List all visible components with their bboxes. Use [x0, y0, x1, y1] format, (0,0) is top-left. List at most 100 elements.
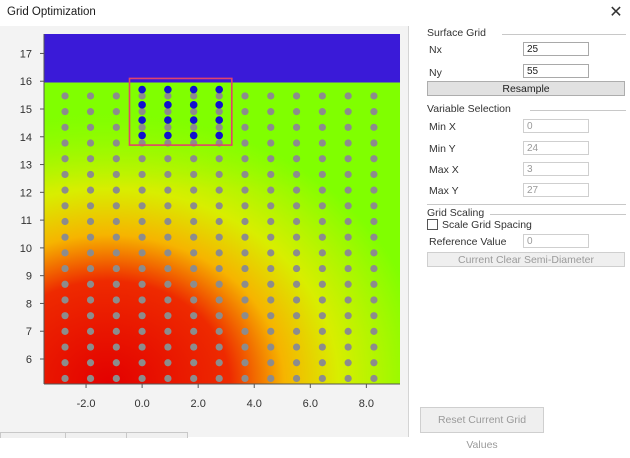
resample-button[interactable]: Resample [427, 81, 625, 96]
grid-point[interactable] [292, 249, 301, 257]
grid-point[interactable] [344, 139, 352, 147]
grid-point[interactable] [86, 202, 95, 210]
grid-point[interactable] [267, 155, 275, 163]
grid-point[interactable] [61, 327, 69, 335]
grid-point[interactable] [112, 359, 120, 367]
grid-point[interactable] [86, 280, 95, 288]
grid-point[interactable] [267, 249, 275, 257]
grid-point[interactable] [241, 343, 249, 351]
grid-point[interactable] [164, 280, 172, 288]
grid-point[interactable] [86, 155, 95, 163]
grid-point[interactable] [292, 186, 301, 194]
grid-point[interactable] [138, 202, 146, 210]
grid-point[interactable] [344, 374, 352, 383]
grid-point[interactable] [318, 296, 326, 304]
grid-point[interactable] [164, 108, 172, 116]
grid-point[interactable] [215, 155, 223, 163]
grid-point[interactable] [61, 186, 69, 194]
selected-grid-point[interactable] [138, 101, 146, 109]
grid-point[interactable] [190, 296, 198, 304]
grid-point[interactable] [292, 217, 301, 226]
grid-point[interactable] [86, 343, 95, 351]
grid-point[interactable] [164, 327, 172, 335]
grid-point[interactable] [344, 92, 352, 100]
grid-point[interactable] [190, 108, 198, 116]
grid-point[interactable] [86, 264, 95, 273]
grid-point[interactable] [215, 264, 223, 273]
grid-point[interactable] [370, 327, 378, 335]
grid-point[interactable] [138, 233, 146, 241]
grid-point[interactable] [292, 280, 301, 288]
grid-point[interactable] [112, 296, 120, 304]
grid-point[interactable] [190, 202, 198, 210]
selected-grid-point[interactable] [164, 131, 172, 140]
grid-point[interactable] [241, 264, 249, 273]
grid-point[interactable] [164, 249, 172, 257]
grid-point[interactable] [267, 202, 275, 210]
bottom-tab[interactable] [65, 432, 127, 438]
grid-point[interactable] [112, 108, 120, 116]
grid-point[interactable] [215, 217, 223, 226]
grid-point[interactable] [267, 359, 275, 367]
grid-point[interactable] [215, 327, 223, 335]
grid-point[interactable] [292, 92, 301, 100]
grid-point[interactable] [61, 139, 69, 147]
grid-point[interactable] [292, 155, 301, 163]
grid-point[interactable] [112, 327, 120, 335]
grid-point[interactable] [267, 233, 275, 241]
grid-point[interactable] [318, 374, 326, 383]
grid-point[interactable] [86, 296, 95, 304]
grid-point[interactable] [267, 123, 275, 131]
bottom-tab[interactable] [0, 432, 66, 438]
grid-point[interactable] [61, 233, 69, 241]
grid-point[interactable] [61, 249, 69, 257]
grid-point[interactable] [370, 92, 378, 100]
grid-point[interactable] [61, 123, 69, 131]
selected-grid-point[interactable] [215, 116, 223, 124]
grid-point[interactable] [61, 312, 69, 320]
grid-point[interactable] [215, 280, 223, 288]
grid-point[interactable] [344, 155, 352, 163]
grid-point[interactable] [138, 108, 146, 116]
grid-point[interactable] [318, 343, 326, 351]
grid-point[interactable] [138, 280, 146, 288]
grid-point[interactable] [164, 312, 172, 320]
ny-input[interactable]: 55 [523, 64, 589, 78]
grid-point[interactable] [292, 170, 301, 179]
grid-point[interactable] [215, 312, 223, 320]
grid-point[interactable] [292, 327, 301, 335]
grid-point[interactable] [215, 92, 223, 100]
grid-point[interactable] [138, 217, 146, 226]
grid-point[interactable] [138, 359, 146, 367]
min-y-input[interactable]: 24 [523, 141, 589, 155]
grid-point[interactable] [318, 217, 326, 226]
grid-point[interactable] [370, 312, 378, 320]
grid-point[interactable] [267, 312, 275, 320]
grid-point[interactable] [86, 249, 95, 257]
grid-point[interactable] [138, 92, 146, 100]
grid-point[interactable] [215, 202, 223, 210]
grid-point[interactable] [86, 92, 95, 100]
grid-point[interactable] [190, 343, 198, 351]
grid-point[interactable] [318, 186, 326, 194]
grid-point[interactable] [318, 170, 326, 179]
grid-point[interactable] [112, 343, 120, 351]
current-clear-semi-diameter-button[interactable]: Current Clear Semi-Diameter [427, 252, 625, 267]
grid-point[interactable] [241, 123, 249, 131]
grid-point[interactable] [138, 343, 146, 351]
grid-point[interactable] [61, 264, 69, 273]
grid-point[interactable] [344, 108, 352, 116]
grid-point[interactable] [267, 217, 275, 226]
grid-point[interactable] [164, 186, 172, 194]
grid-point[interactable] [164, 170, 172, 179]
grid-point[interactable] [215, 170, 223, 179]
grid-point[interactable] [86, 327, 95, 335]
grid-point[interactable] [215, 233, 223, 241]
grid-point[interactable] [292, 108, 301, 116]
bottom-tab[interactable] [126, 432, 188, 438]
grid-point[interactable] [61, 202, 69, 210]
grid-point[interactable] [370, 217, 378, 226]
grid-point[interactable] [215, 249, 223, 257]
grid-point[interactable] [318, 155, 326, 163]
grid-point[interactable] [190, 123, 198, 131]
